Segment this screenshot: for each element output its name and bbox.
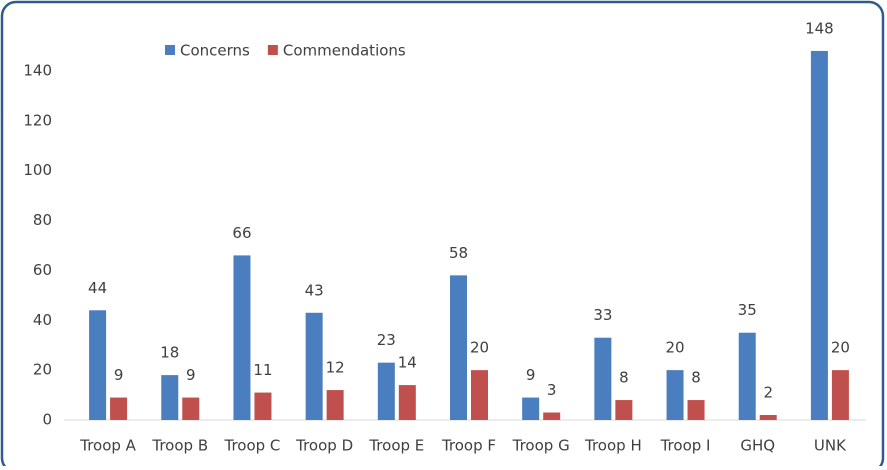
- legend-label: Commendations: [283, 42, 406, 60]
- data-label: 20: [470, 339, 489, 357]
- x-tick-label: Troop F: [441, 437, 496, 455]
- data-label: 9: [186, 366, 196, 384]
- data-label: 2: [763, 384, 773, 402]
- bar: [326, 390, 344, 420]
- x-tick-label: Troop A: [79, 437, 136, 455]
- data-label: 11: [253, 361, 272, 379]
- data-label: 9: [526, 366, 536, 384]
- bar: [522, 397, 540, 420]
- y-tick-label: 60: [33, 261, 52, 279]
- bar: [450, 275, 467, 420]
- data-label: 12: [326, 359, 345, 377]
- bar: [110, 397, 128, 420]
- bar: [687, 400, 705, 420]
- bar: [398, 385, 416, 420]
- data-label: 9: [114, 366, 124, 384]
- x-tick-label: Troop E: [368, 437, 424, 455]
- data-label: 20: [665, 339, 684, 357]
- legend-swatch: [267, 45, 278, 55]
- data-label: 20: [831, 339, 850, 357]
- data-label: 35: [738, 301, 757, 319]
- x-tick-label: Troop G: [512, 437, 570, 455]
- bar: [810, 50, 828, 421]
- data-label: 58: [449, 244, 468, 262]
- y-tick-label: 80: [33, 211, 52, 229]
- y-tick-label: 140: [23, 61, 52, 79]
- bar: [254, 392, 272, 420]
- x-tick-label: Troop I: [660, 437, 711, 455]
- x-tick-label: Troop C: [223, 437, 280, 455]
- data-label: 66: [232, 224, 251, 242]
- x-tick-label: Troop H: [584, 437, 642, 455]
- x-tick-label: UNK: [814, 437, 847, 455]
- x-tick-label: Troop D: [295, 437, 353, 455]
- data-label: 44: [88, 279, 107, 297]
- bar: [471, 370, 488, 420]
- y-tick-label: 20: [33, 361, 52, 379]
- bar: [666, 370, 684, 420]
- y-tick-label: 120: [23, 111, 52, 129]
- bar: [738, 332, 756, 420]
- bar: [377, 362, 395, 420]
- data-label: 18: [160, 344, 179, 362]
- data-label: 148: [805, 19, 834, 37]
- bar: [543, 412, 561, 420]
- data-label: 14: [398, 354, 417, 372]
- legend-label: Concerns: [180, 42, 250, 60]
- data-label: 43: [305, 281, 324, 299]
- data-label: 8: [691, 369, 701, 387]
- y-tick-label: 0: [42, 411, 52, 429]
- data-label: 8: [619, 369, 629, 387]
- bar: [89, 310, 107, 420]
- bar: [182, 397, 200, 420]
- legend-swatch: [165, 45, 175, 55]
- bar: [161, 375, 179, 420]
- y-tick-label: 40: [33, 311, 52, 329]
- y-tick-label: 100: [23, 161, 52, 179]
- bar: [594, 337, 612, 420]
- bar: [305, 312, 323, 420]
- data-label: 3: [547, 381, 557, 399]
- data-label: 23: [377, 331, 396, 349]
- data-label: 33: [593, 306, 612, 324]
- x-tick-label: GHQ: [740, 437, 775, 455]
- bar: [233, 255, 251, 420]
- bar: [615, 400, 633, 420]
- bar: [831, 370, 849, 420]
- x-tick-label: Troop B: [151, 437, 208, 455]
- bar: [759, 415, 777, 420]
